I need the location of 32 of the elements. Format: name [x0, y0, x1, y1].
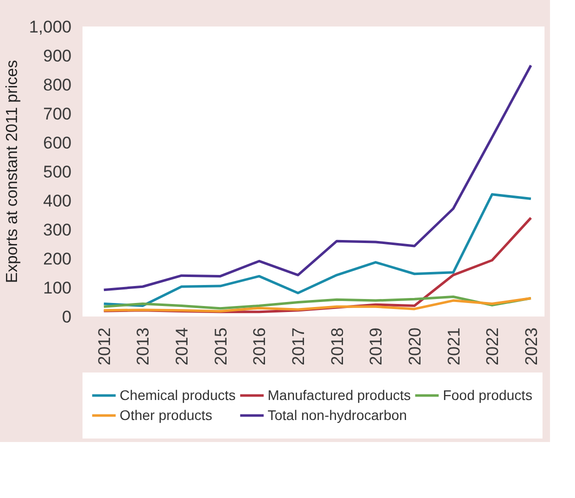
legend-label: Manufactured products: [268, 387, 411, 403]
x-tick-label: 2015: [211, 327, 230, 366]
line-series: [102, 296, 532, 313]
legend-label: Food products: [442, 387, 532, 403]
y-axis-title: Exports at constant 2011 prices: [4, 60, 21, 283]
y-tick-label: 0: [62, 308, 72, 326]
y-tick-label: 700: [43, 104, 72, 124]
x-tick-label: 2012: [94, 327, 114, 366]
x-tick-label: 2016: [250, 327, 270, 366]
legend-label: Total non-hydrocarbon: [268, 407, 407, 423]
x-tick-label: 2013: [134, 327, 153, 366]
y-tick-label: 600: [43, 134, 72, 152]
line-series: [102, 64, 532, 292]
x-tick-label: 2022: [483, 327, 502, 366]
y-tick-label: 300: [43, 220, 72, 240]
x-tick-label: 2018: [328, 327, 347, 366]
line-series: [102, 193, 532, 308]
x-tick-label: 2014: [172, 327, 192, 366]
x-tick-label: 2021: [444, 327, 464, 366]
y-tick-label: 900: [43, 46, 72, 66]
y-tick-label: 100: [43, 278, 72, 298]
x-tick-label: 2020: [405, 327, 424, 366]
y-tick-label: 500: [43, 162, 72, 182]
y-tick-label: 200: [43, 250, 72, 268]
y-tick-label: 400: [43, 192, 72, 210]
x-tick-label: 2023: [522, 327, 541, 366]
legend-label: Chemical products: [120, 387, 236, 403]
y-tick-label: 1,000: [28, 18, 72, 36]
legend-label: Other products: [120, 407, 212, 423]
y-tick-label: 800: [43, 76, 72, 94]
x-tick-label: 2017: [288, 327, 308, 366]
x-tick-label: 2019: [366, 327, 386, 366]
